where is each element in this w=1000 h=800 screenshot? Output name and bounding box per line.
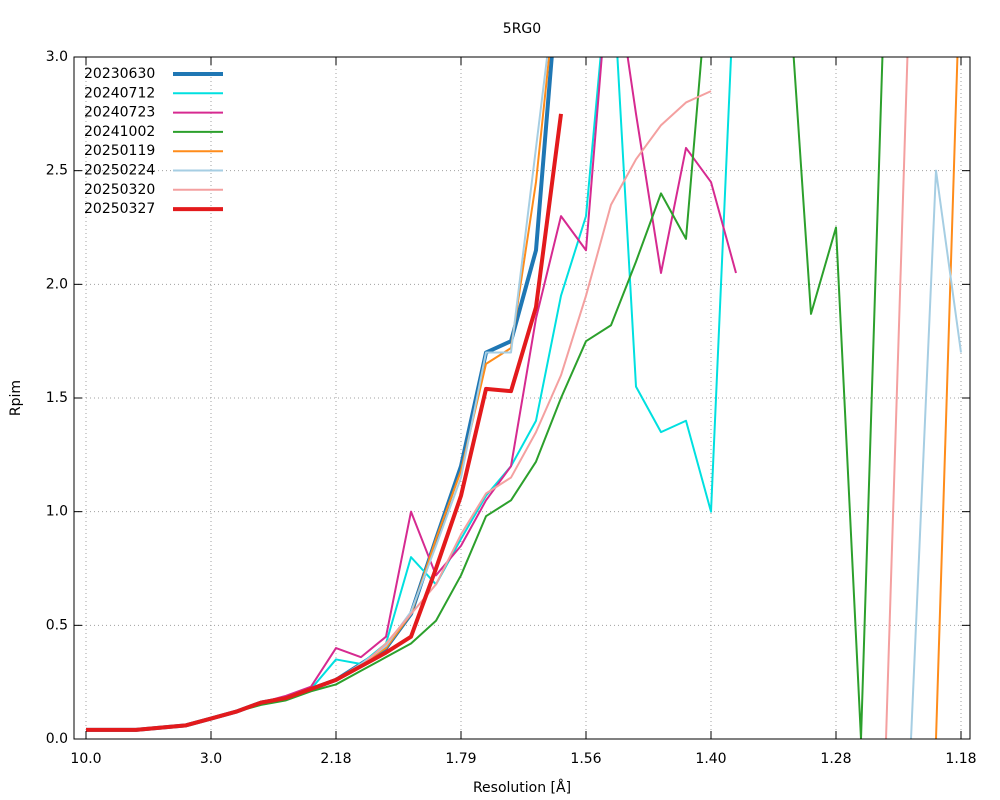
series-line [86,57,551,731]
legend: 20230630 20240712 20240723 20241002 20250119… [84,66,223,217]
legend-label: 20240723 [84,105,155,121]
series-line [86,57,549,731]
y-axis-label: Rpim [8,380,24,416]
x-tick-label: 1.28 [820,751,851,767]
x-axis-label: Resolution [Å] [473,779,571,796]
y-tick-label: 1.5 [46,390,68,406]
y-tick-label: 2.0 [46,276,68,292]
x-tick-label: 1.79 [445,751,476,767]
x-tick-label: 10.0 [70,751,101,767]
chart-title: 5RG0 [503,21,541,37]
y-tick-label: 3.0 [46,49,68,65]
legend-label: 20241002 [84,124,155,140]
y-tick-label: 0.0 [46,731,68,747]
legend-label: 20230630 [84,66,155,82]
legend-label: 20250224 [84,163,155,179]
y-tick-label: 2.5 [46,163,68,179]
legend-label: 20250119 [84,143,155,159]
series-line [792,57,884,739]
legend-label: 20250327 [84,201,155,217]
legend-label: 20240712 [84,85,155,101]
x-tick-label: 1.18 [945,751,976,767]
x-tick-label: 3.0 [200,751,222,767]
series-line [86,57,554,732]
x-tick-label: 1.40 [695,751,726,767]
series-line [86,57,703,731]
series-line [885,57,909,739]
legend-label: 20250320 [84,182,155,198]
series-line [935,57,959,739]
series-line [86,57,733,731]
plot-area [86,57,962,739]
series-line [86,113,563,732]
series-line [910,169,962,739]
series-line [86,57,737,731]
x-tick-label: 2.18 [320,751,351,767]
y-tick-label: 1.0 [46,504,68,520]
y-tick-label: 0.5 [46,617,68,633]
x-tick-label: 1.56 [570,751,601,767]
